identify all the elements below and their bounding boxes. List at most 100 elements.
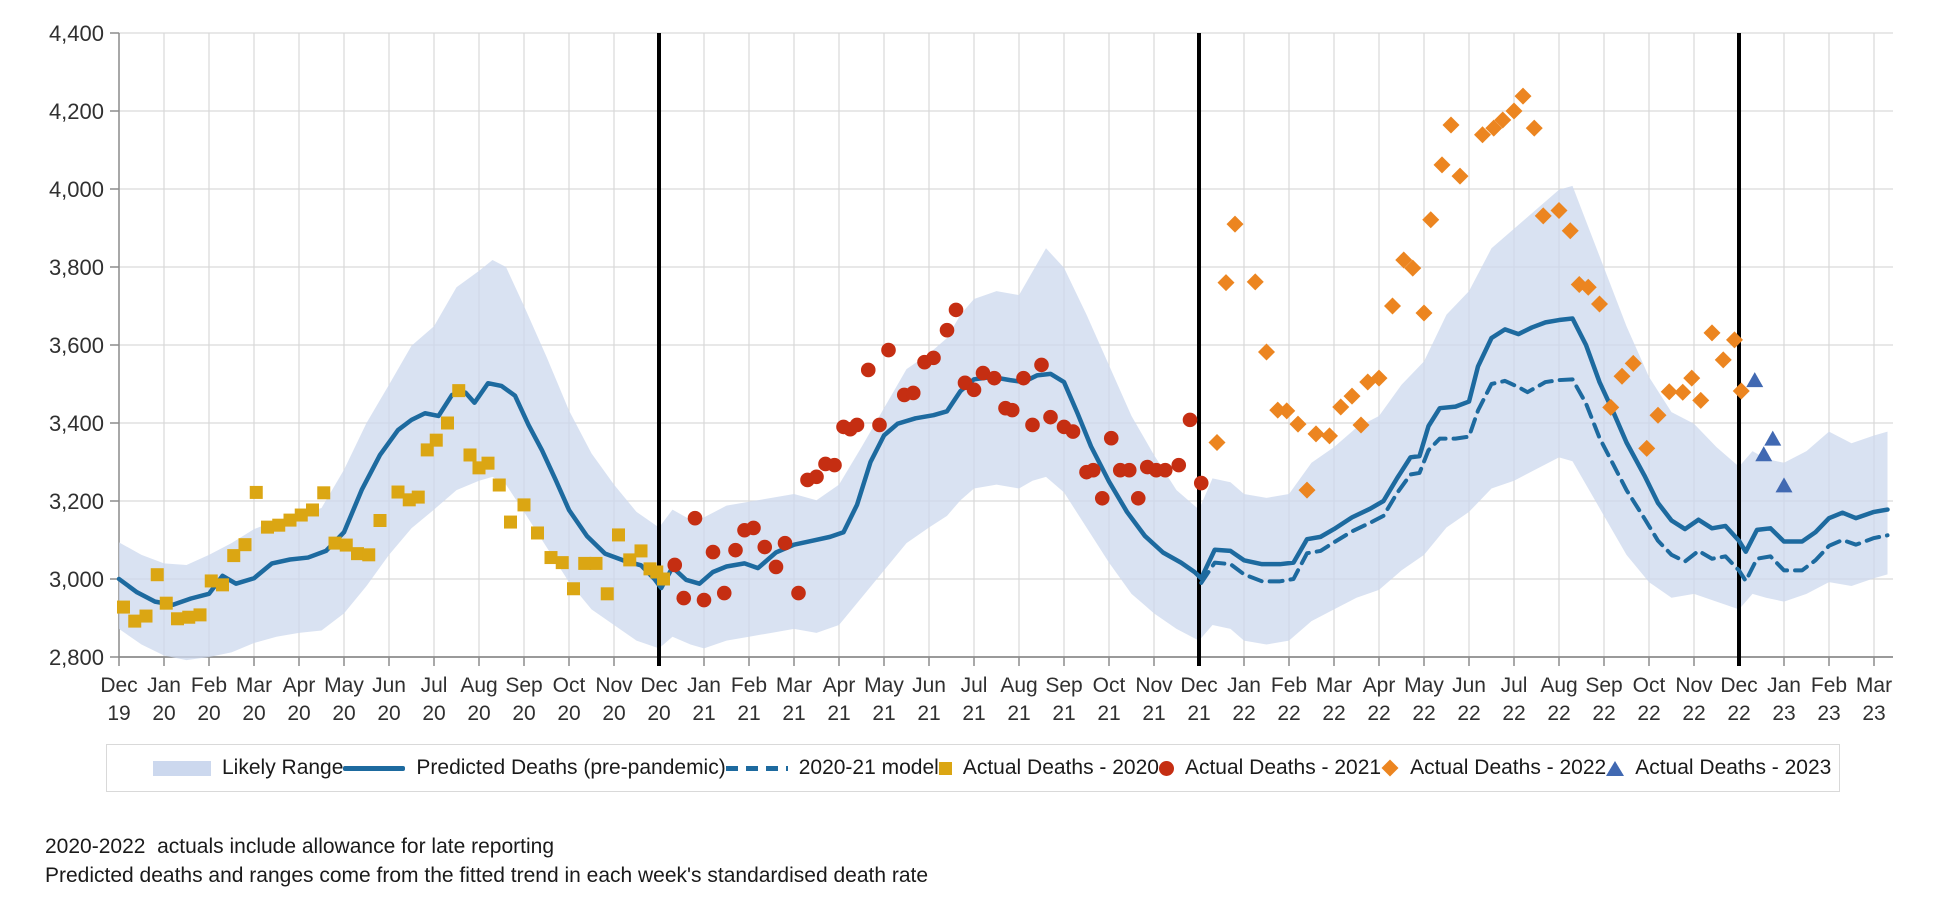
x-tick-label-month: Nov [1675,674,1713,697]
y-tick-label: 3,600 [49,333,104,358]
x-tick-label-year: 20 [647,702,670,725]
marker-actual-2021 [966,382,982,398]
marker-actual-2022 [1433,156,1451,174]
marker-actual-2020 [589,556,603,570]
legend-swatch-actual-2021-icon [1158,760,1174,776]
marker-actual-2022 [1660,383,1678,401]
x-tick-label-month: Dec [1720,674,1757,697]
x-tick-label-year: 22 [1322,702,1345,725]
x-tick-label-year: 23 [1862,702,1885,725]
marker-actual-2021 [809,469,824,485]
x-tick-label-year: 20 [512,702,535,725]
x-tick-label-year: 22 [1277,702,1300,725]
marker-actual-2022 [1602,398,1620,416]
marker-actual-2021 [860,362,876,378]
x-tick-label-year: 22 [1682,702,1705,725]
footnote-line-2: Predicted deaths and ranges come from th… [45,864,929,887]
x-tick-label-year: 23 [1817,702,1840,725]
marker-actual-2020 [339,538,353,552]
marker-actual-2020 [216,578,229,592]
y-tick-label: 3,000 [49,567,104,592]
marker-actual-2022 [1525,119,1543,137]
x-tick-label-month: Oct [553,674,586,697]
marker-actual-2020 [578,556,592,570]
marker-actual-2020 [261,520,274,534]
marker-actual-2021 [1034,357,1049,373]
marker-actual-2022 [1307,425,1325,443]
marker-actual-2021 [1085,462,1101,478]
marker-actual-2021 [1171,457,1187,473]
x-tick-label-year: 20 [467,702,490,725]
x-tick-label-year: 23 [1772,702,1795,725]
marker-actual-2021 [791,585,806,601]
marker-actual-2020 [328,536,342,550]
marker-actual-2021 [1016,370,1031,386]
marker-actual-2023 [1755,446,1773,462]
marker-actual-2022 [1226,215,1244,233]
x-tick-label-month: Jul [1501,674,1528,697]
x-tick-label-year: 20 [197,702,220,725]
marker-actual-2021 [986,370,1002,386]
marker-actual-2021 [757,539,773,555]
model-2020-21-line [1199,377,1890,585]
x-tick-label-year: 21 [782,702,805,725]
x-tick-label-year: 20 [557,702,580,725]
legend-item-actual-2022: Actual Deaths - 2022 [1381,756,1606,780]
x-tick-label-month: Oct [1093,674,1126,697]
x-tick-label-year: 21 [1097,702,1120,725]
marker-actual-2020 [139,609,153,623]
marker-actual-2021 [1103,430,1119,446]
x-tick-label-month: Apr [1363,674,1396,697]
marker-actual-2022 [1505,102,1523,120]
legend-item-actual-2021: Actual Deaths - 2021 [1158,756,1381,780]
y-tick-label: 2,800 [49,645,104,670]
x-tick-label-month: Jul [961,674,988,697]
marker-actual-2020 [492,478,506,492]
marker-actual-2022 [1332,398,1350,416]
marker-actual-2020 [567,582,580,596]
legend-swatch-actual-2020-icon [938,761,952,775]
x-tick-label-year: 21 [872,702,895,725]
marker-actual-2020 [283,513,297,527]
x-tick-label-year: 22 [1232,702,1255,725]
marker-actual-2022 [1370,369,1388,387]
marker-actual-2021 [1043,409,1058,425]
marker-actual-2021 [1004,402,1020,418]
marker-actual-2021 [1025,417,1040,433]
x-tick-label-year: 21 [1052,702,1075,725]
legend-item-predicted: Predicted Deaths (pre-pandemic) [343,756,726,780]
x-tick-label-year: 20 [377,702,400,725]
marker-actual-2020 [306,503,319,517]
marker-actual-2021 [975,365,991,381]
x-tick-label-month: Mar [776,674,812,697]
x-tick-label-month: Feb [191,674,227,697]
x-tick-label-year: 20 [152,702,175,725]
x-tick-label-month: May [324,674,364,697]
x-tick-label-month: Jan [1767,674,1801,697]
marker-actual-2021 [1065,424,1081,439]
marker-actual-2021 [1130,490,1146,506]
marker-actual-2022 [1404,259,1422,277]
marker-actual-2021 [1157,462,1173,478]
x-tick-label-year: 22 [1457,702,1480,725]
marker-actual-2021 [849,417,865,433]
marker-actual-2020 [317,486,331,500]
marker-actual-2021 [746,520,761,536]
x-tick-label-year: 22 [1502,702,1525,725]
marker-actual-2022 [1683,369,1701,387]
marker-actual-2020 [481,456,495,470]
marker-actual-2022 [1674,383,1692,401]
x-tick-label-year: 20 [602,702,625,725]
marker-actual-2021 [948,302,964,318]
marker-actual-2022 [1550,201,1568,219]
marker-actual-2022 [1514,87,1532,105]
marker-actual-2020 [623,553,637,567]
marker-actual-2022 [1278,402,1296,420]
marker-actual-2022 [1343,387,1361,405]
x-tick-label-month: Nov [595,674,633,697]
marker-actual-2020 [531,526,544,540]
x-tick-label-month: Jul [421,674,448,697]
marker-actual-2020 [193,608,207,622]
y-tick-label: 3,400 [49,411,104,436]
